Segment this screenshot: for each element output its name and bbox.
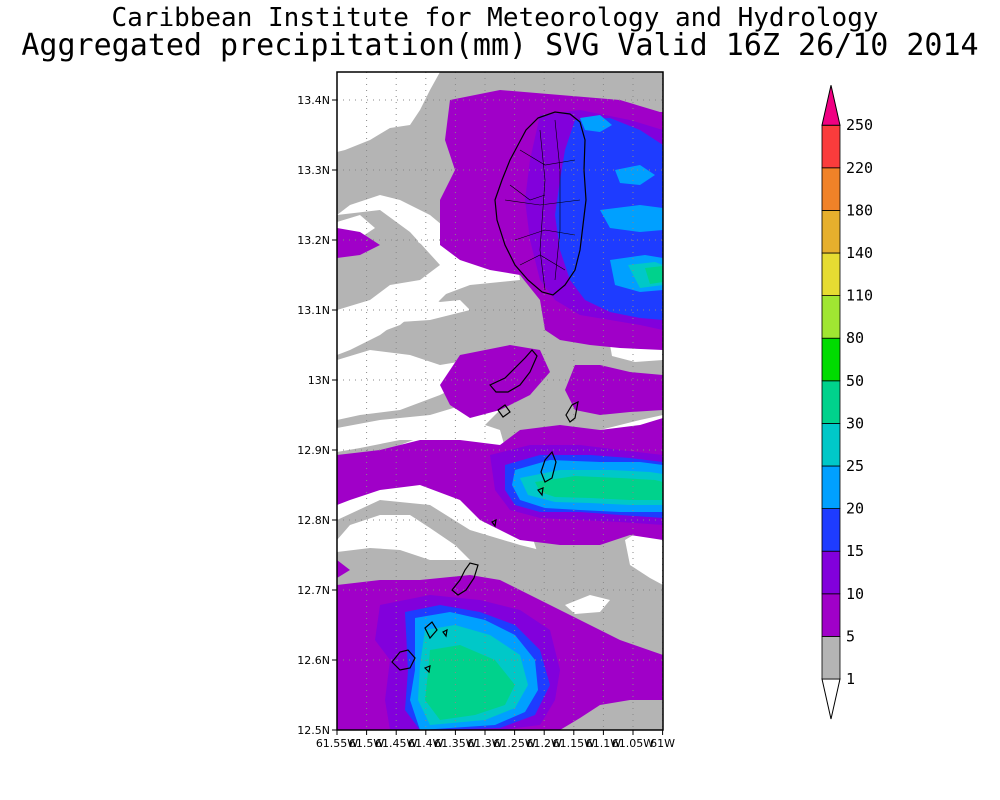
lon-tick-label: 61.05W: [612, 737, 654, 750]
carriacou-island: [451, 562, 479, 596]
lon-tick-label: 61.5W: [349, 737, 384, 750]
lat-tick-label: 13N: [308, 374, 330, 387]
lon-tick-label: 61.3W: [467, 737, 502, 750]
lat-tick-label: 12.5N: [297, 724, 330, 737]
island-outlines: [391, 111, 587, 674]
colorbar-level-label: 30: [846, 414, 864, 432]
chart-title: Caribbean Institute for Meteorology and …: [111, 3, 879, 33]
chart-subtitle: Aggregated precipitation(mm) SVG Valid 1…: [21, 28, 979, 63]
lon-tick-label: 61.2W: [527, 737, 562, 750]
lat-tick-label: 12.6N: [297, 654, 330, 667]
colorbar-level-label: 180: [846, 201, 873, 219]
st-vincent-island: [494, 111, 587, 296]
colorbar-level-label: 10: [846, 585, 864, 603]
latitude-axis: 12.5N 12.6N 12.7N 12.8N 12.9N 13N 13.1N 13.2N 13…: [297, 94, 337, 737]
colorbar-max-arrow: [821, 85, 841, 126]
bequia-island: [489, 349, 538, 393]
lat-tick-label: 12.8N: [297, 514, 330, 527]
colorbar-segment: [821, 295, 841, 339]
colorbar-level-label: 140: [846, 244, 873, 262]
lon-tick-label: 61.15W: [553, 737, 595, 750]
colorbar-level-label: 80: [846, 329, 864, 347]
lat-tick-label: 13.3N: [297, 164, 330, 177]
lon-tick-label: 61W: [650, 737, 675, 750]
colorbar-segment: [821, 167, 841, 211]
lat-tick-label: 13.1N: [297, 304, 330, 317]
colorbar-level-label: 5: [846, 627, 855, 645]
colorbar-level-label: 110: [846, 287, 873, 305]
colorbar-level-label: 250: [846, 116, 873, 134]
colorbar-level-label: 220: [846, 159, 873, 177]
lon-tick-label: 61.55W: [316, 737, 358, 750]
lat-tick-label: 13.4N: [297, 94, 330, 107]
lat-tick-label: 12.7N: [297, 584, 330, 597]
colorbar-segment: [821, 465, 841, 509]
precip-band-30-50: [425, 266, 663, 720]
colorbar-level-label: 1: [846, 670, 855, 688]
colorbar-segment: [821, 508, 841, 552]
map-frame: [336, 71, 664, 731]
colorbar-segment: [821, 422, 841, 467]
colorbar-segment: [821, 209, 841, 254]
lon-tick-label: 61.4W: [408, 737, 443, 750]
petite-martinique-island: [391, 649, 416, 671]
colorbar-segment: [821, 337, 841, 382]
colorbar-level-label: 25: [846, 457, 864, 475]
colorbar-level-label: 20: [846, 500, 864, 518]
lon-tick-label: 61.1W: [586, 737, 621, 750]
colorbar-segment: [821, 252, 841, 296]
lon-tick-label: 61.45W: [375, 737, 417, 750]
colorbar-segment: [821, 124, 841, 169]
colorbar-segment: [821, 380, 841, 424]
colorbar-level-label: 50: [846, 372, 864, 390]
lon-tick-label: 61.35W: [434, 737, 476, 750]
colorbar-segment: [821, 550, 841, 595]
lon-tick-label: 61.25W: [493, 737, 535, 750]
colorbar-min-arrow: [821, 678, 841, 720]
colorbar-level-label: 15: [846, 542, 864, 560]
colorbar-segment: [821, 636, 841, 680]
longitude-axis: 61.55W61.5W61.45W61.4W61.35W61.3W61.25W6…: [316, 730, 675, 750]
colorbar-segment: [821, 593, 841, 637]
lat-tick-label: 12.9N: [297, 444, 330, 457]
lat-tick-label: 13.2N: [297, 234, 330, 247]
precipitation-field: [337, 72, 663, 730]
